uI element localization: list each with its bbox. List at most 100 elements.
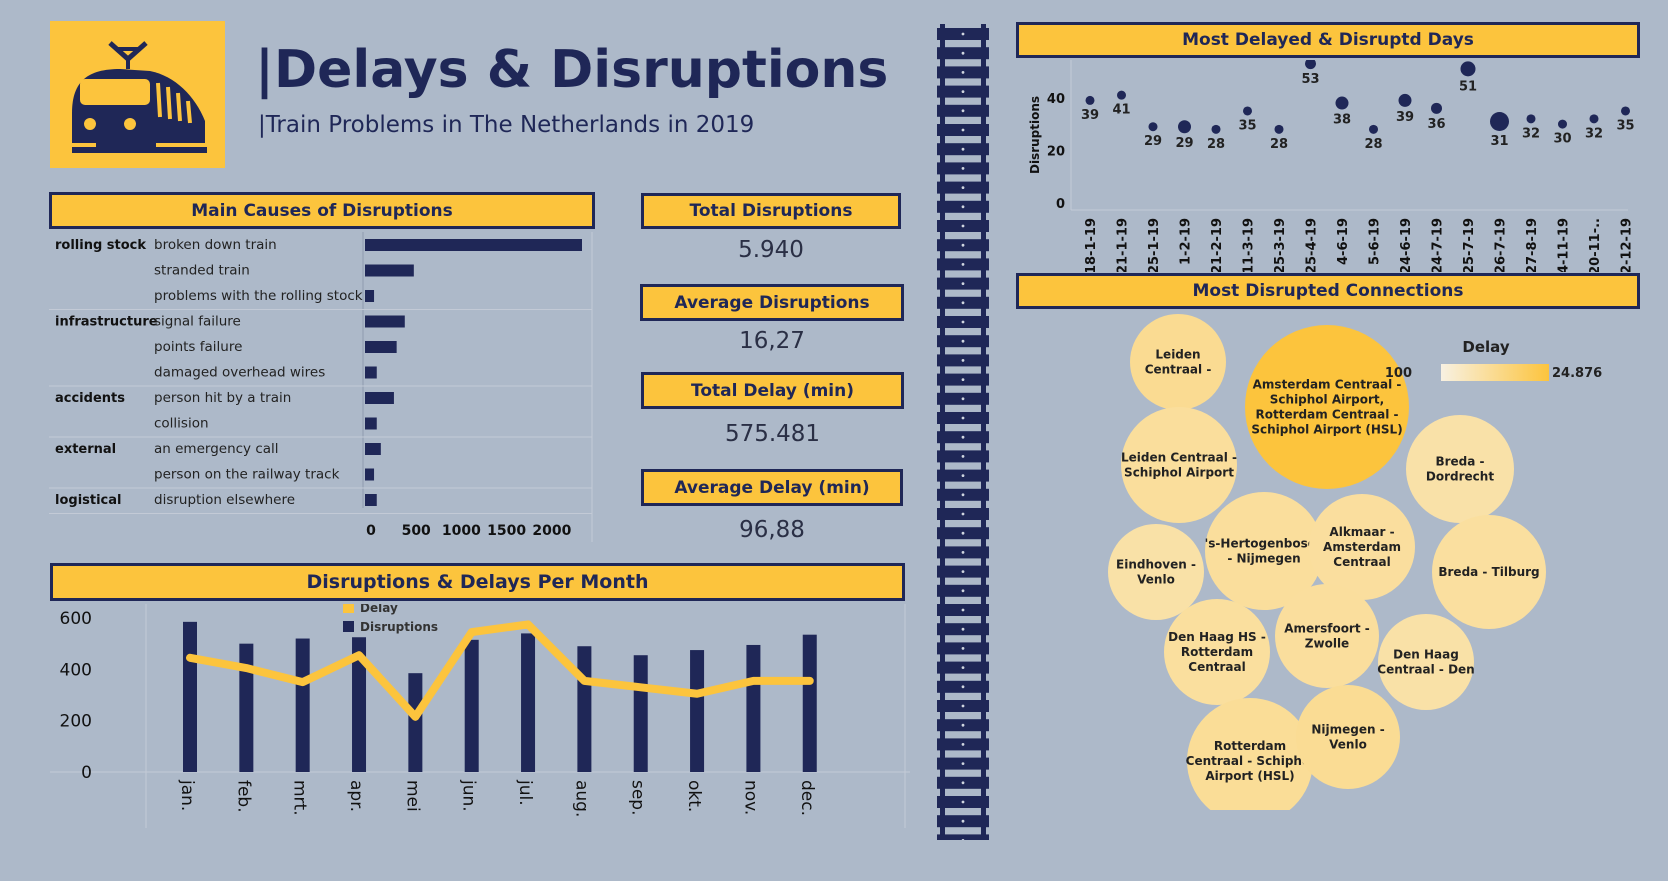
logo	[50, 21, 225, 168]
month-x-tick: jul.	[515, 779, 535, 806]
cause-label: person on the railway track	[154, 467, 340, 483]
connection-bubble	[1296, 685, 1400, 789]
day-value-label: 53	[1301, 72, 1319, 87]
connection-label: Rotterdam	[1214, 739, 1286, 753]
sleeper-bolt	[961, 167, 965, 170]
day-value-label: 30	[1553, 132, 1571, 147]
connection-label: Nijmegen -	[1311, 723, 1384, 737]
month-y-tick: 200	[60, 712, 92, 732]
day-point	[1490, 111, 1509, 131]
sleeper-bolt	[961, 531, 965, 535]
cause-label: damaged overhead wires	[154, 365, 325, 381]
connection-label: Rotterdam Centraal -	[1256, 408, 1399, 422]
sleeper-bolt	[961, 243, 965, 247]
days-header: Most Delayed & Disruptd Days	[1016, 22, 1640, 58]
day-point	[1398, 93, 1412, 107]
day-x-tick: 26-7-19	[1494, 218, 1509, 272]
causes-header: Main Causes of Disruptions	[49, 192, 595, 229]
connection-label: Amersfoort -	[1284, 622, 1370, 636]
day-point	[1589, 114, 1599, 124]
connections-header: Most Disrupted Connections	[1016, 273, 1640, 309]
days-y-tick: 40	[1047, 92, 1065, 107]
kpi-header-total-disruptions: Total Disruptions	[641, 193, 901, 229]
connection-label: Leiden Centraal -	[1121, 451, 1237, 465]
month-x-tick: sep.	[628, 780, 648, 816]
cause-group-label: logistical	[55, 493, 122, 508]
kpi-header-total-delay: Total Delay (min)	[641, 372, 904, 409]
day-value-label: 39	[1081, 108, 1099, 123]
day-value-label: 32	[1585, 126, 1603, 141]
sleeper-bolt	[961, 762, 965, 765]
kpi-value-average-disruptions: 16,27	[739, 328, 805, 354]
day-x-tick: 2-12-19	[1620, 218, 1635, 272]
sleeper-bolt	[961, 455, 965, 458]
delay-legend-gradient	[1441, 364, 1549, 381]
connection-label: Breda -	[1435, 455, 1484, 469]
month-x-tick: jun.	[459, 779, 479, 812]
day-point	[1274, 124, 1284, 134]
day-value-label: 28	[1270, 137, 1288, 152]
connection-label: Venlo	[1329, 738, 1367, 752]
connection-bubble	[1164, 599, 1270, 705]
day-value-label: 35	[1238, 118, 1256, 133]
month-y-tick: 600	[60, 609, 92, 629]
day-value-label: 28	[1364, 137, 1382, 152]
day-value-label: 31	[1490, 134, 1508, 149]
cause-label: broken down train	[154, 237, 277, 253]
delay-legend-max: 24.876	[1552, 366, 1602, 381]
connection-bubble	[1187, 698, 1313, 810]
sleeper-bolt	[961, 512, 965, 516]
kpi-header-average-delay: Average Delay (min)	[641, 469, 903, 506]
month-x-tick: aug.	[571, 780, 591, 817]
cause-group-label: infrastructure	[55, 315, 158, 330]
day-value-label: 29	[1175, 136, 1193, 151]
cause-bar	[365, 443, 381, 455]
sleeper-bolt	[961, 685, 965, 689]
days-y-tick: 20	[1047, 144, 1065, 159]
connection-label: Breda - Tilburg	[1438, 565, 1539, 579]
connection-bubble	[1406, 415, 1514, 523]
day-value-label: 35	[1616, 118, 1634, 133]
day-x-tick: 18-1-19	[1084, 218, 1099, 272]
days-title: Most Delayed & Disruptd Days	[1182, 30, 1474, 50]
sleeper-bolt	[961, 90, 965, 93]
connection-label: Centraal -	[1145, 363, 1212, 377]
cause-group-label: rolling stock	[55, 238, 146, 253]
causes-axis-tick: 1000	[442, 523, 481, 539]
month-bar	[408, 673, 423, 772]
sleeper-bolt	[961, 435, 965, 439]
sleeper-bolt	[961, 781, 965, 785]
sleeper-bolt	[961, 666, 965, 669]
connection-label: Centraal	[1188, 660, 1245, 674]
cause-bar	[365, 341, 397, 353]
month-y-tick: 0	[81, 763, 92, 783]
connection-bubble	[1378, 614, 1474, 710]
train-icon	[72, 41, 207, 153]
day-value-label: 38	[1333, 113, 1351, 128]
cause-bar	[365, 264, 414, 277]
connection-label: Amsterdam	[1323, 540, 1401, 554]
day-value-label: 28	[1207, 137, 1225, 152]
month-bar	[295, 638, 310, 772]
sleeper-bolt	[961, 378, 965, 381]
connections-title: Most Disrupted Connections	[1192, 281, 1464, 301]
day-point	[1085, 95, 1095, 105]
cause-bar	[365, 239, 582, 251]
month-x-tick: jan.	[177, 779, 197, 811]
month-x-tick: nov.	[740, 780, 760, 815]
causes-chart: rolling stock broken down train stranded t…	[49, 232, 593, 542]
sleeper-bolt	[961, 109, 965, 113]
day-point	[1558, 119, 1567, 129]
month-bar	[690, 650, 705, 772]
delay-legend-title: Delay	[1462, 338, 1509, 356]
cause-group-label: accidents	[55, 391, 125, 406]
sleeper-bolt	[961, 551, 965, 554]
cause-label: person hit by a train	[154, 390, 291, 406]
day-point	[1117, 90, 1126, 100]
causes-axis-tick: 500	[402, 523, 431, 539]
kpi-label-total-delay: Total Delay (min)	[691, 380, 854, 401]
days-y-tick: 0	[1056, 197, 1065, 212]
connection-label: Eindhoven -	[1116, 558, 1196, 572]
connection-label: Den Haag HS -	[1168, 630, 1266, 644]
day-x-tick: 21-1-19	[1116, 218, 1131, 272]
